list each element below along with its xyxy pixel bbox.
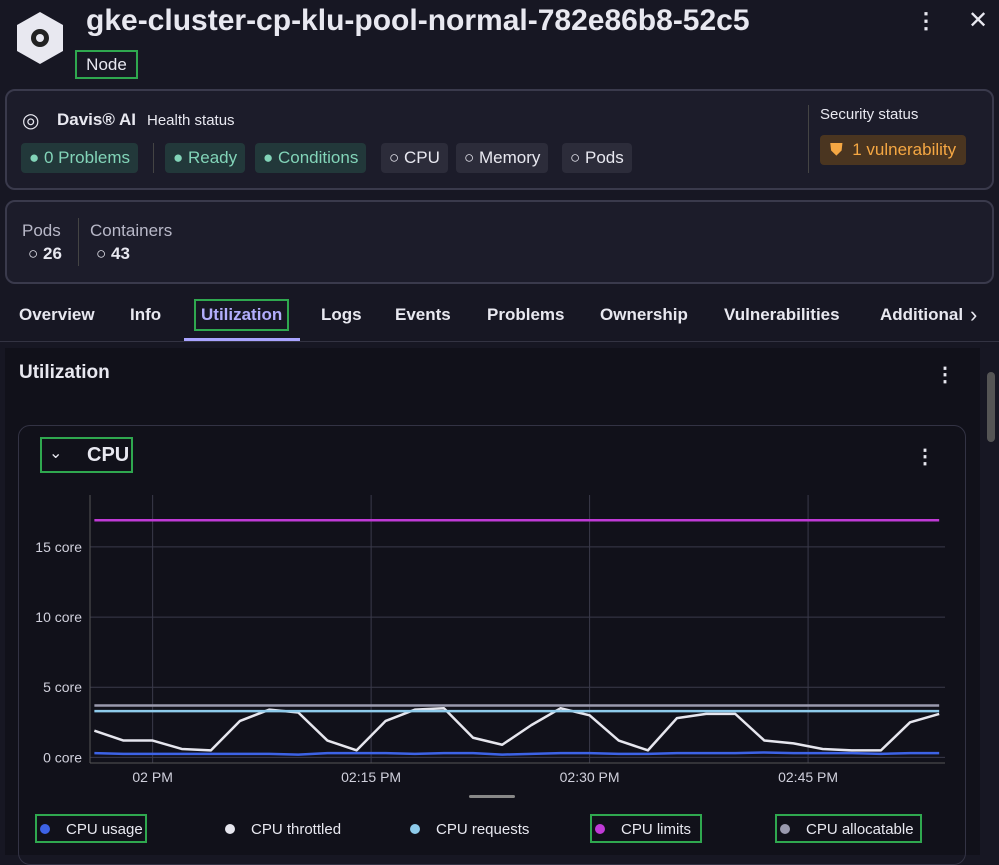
brand: Davis® AI	[57, 110, 136, 129]
type-badge: Node	[75, 50, 138, 79]
panel-menu[interactable]: ⋮	[915, 446, 935, 468]
panel-title: CPU	[87, 444, 130, 466]
count-number: 43	[111, 244, 130, 263]
health-label: Health status	[147, 112, 235, 129]
menu-button[interactable]: ⋮	[915, 8, 937, 33]
chip-text: Pods	[585, 148, 624, 167]
tab[interactable]: Additional	[880, 305, 964, 324]
tab-active[interactable]: Utilization	[194, 299, 290, 331]
x-tick-label: 02:45 PM	[778, 769, 838, 785]
count-label: Containers	[90, 221, 173, 240]
count-value: ○ 26	[28, 244, 62, 263]
chip[interactable]: ○ Pods	[562, 143, 632, 173]
collapse-toggle[interactable]: ⌄	[49, 445, 63, 462]
section-menu[interactable]: ⋮	[935, 364, 955, 386]
count-value: ○ 43	[96, 244, 130, 263]
chip-text: 1 vulnerability	[852, 140, 957, 159]
legend-label: CPU throttled	[251, 821, 341, 838]
tab[interactable]: Events	[395, 305, 451, 324]
section-panel	[5, 348, 980, 855]
tabs-next[interactable]: ›	[970, 302, 978, 327]
divider	[808, 105, 809, 173]
chip[interactable]: ● Ready	[165, 143, 246, 173]
chip-text: 0 Problems	[44, 148, 130, 167]
chip[interactable]: ● 0 Problems	[21, 143, 138, 173]
tab[interactable]: Info	[130, 305, 162, 324]
legend-label: CPU requests	[436, 821, 529, 838]
y-tick-label: 15 core	[35, 539, 82, 555]
title: gke-cluster-cp-klu-pool-normal-782e86b8-…	[86, 4, 750, 37]
legend-swatch	[595, 824, 605, 834]
chip[interactable]: ○ Memory	[456, 143, 549, 173]
legend-swatch	[40, 824, 50, 834]
counts-card	[5, 200, 994, 284]
highlight	[35, 814, 147, 843]
close-button[interactable]: ✕	[968, 7, 989, 34]
security-label: Security status	[820, 106, 919, 123]
legend-swatch	[780, 824, 790, 834]
chip-text: Ready	[188, 148, 238, 167]
series-line	[93, 707, 940, 752]
node-icon	[17, 12, 63, 64]
section-title: Utilization	[19, 362, 110, 383]
security-chip[interactable]: ⛊ 1 vulnerability	[820, 135, 967, 165]
count-number: 26	[43, 244, 62, 263]
x-tick-label: 02 PM	[132, 769, 172, 785]
divider	[78, 218, 79, 266]
tab[interactable]: Problems	[487, 305, 565, 324]
scrollbar	[987, 372, 995, 442]
chip[interactable]: ○ CPU	[381, 143, 448, 173]
legend-label: CPU limits	[621, 821, 691, 838]
y-tick-label: 5 core	[43, 679, 82, 695]
legend-label: CPU allocatable	[806, 821, 914, 838]
x-tick-label: 02:30 PM	[560, 769, 620, 785]
tabs-divider	[0, 341, 999, 342]
y-tick-label: 0 core	[43, 749, 82, 765]
legend-swatch	[225, 824, 235, 834]
chip-text: Memory	[479, 148, 541, 167]
highlight	[40, 437, 133, 473]
divider	[153, 143, 154, 173]
legend-swatch	[410, 824, 420, 834]
x-tick-label: 02:15 PM	[341, 769, 401, 785]
chip[interactable]: ● Conditions	[255, 143, 367, 173]
tab-underline	[184, 338, 300, 341]
chip-text: Conditions	[278, 148, 359, 167]
highlight	[775, 814, 922, 843]
tab[interactable]: Overview	[19, 305, 95, 324]
series-line	[94, 751, 940, 756]
highlight	[590, 814, 702, 843]
count-label: Pods	[22, 221, 61, 240]
legend-label: CPU usage	[66, 821, 143, 838]
tab[interactable]: Ownership	[600, 305, 688, 324]
range-handle[interactable]	[469, 795, 515, 798]
davis-icon: ◎	[22, 110, 40, 132]
tab[interactable]: Vulnerabilities	[724, 305, 840, 324]
chip-text: CPU	[404, 148, 440, 167]
y-tick-label: 10 core	[35, 609, 82, 625]
tab[interactable]: Logs	[321, 305, 362, 324]
